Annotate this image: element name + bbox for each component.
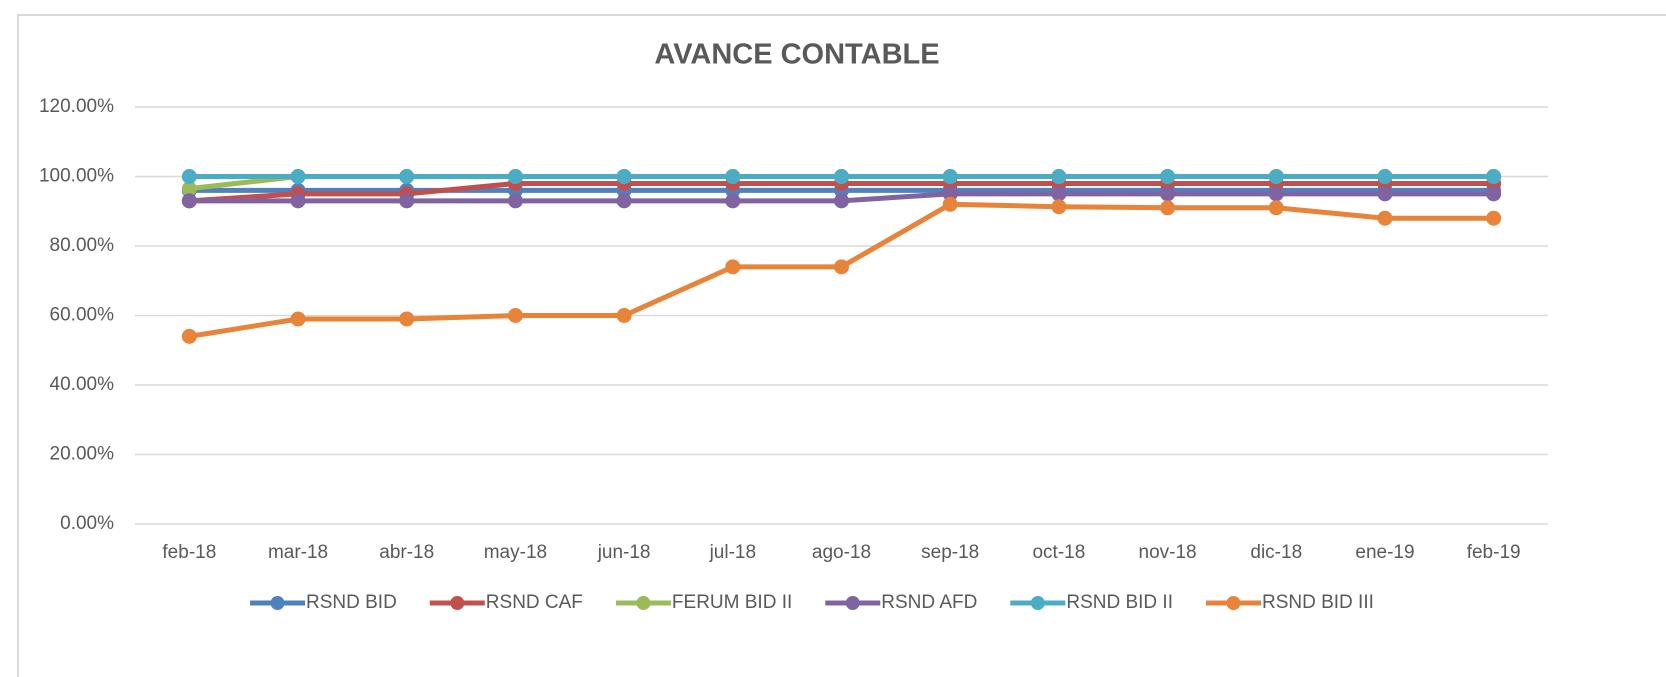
data-point xyxy=(399,169,415,184)
data-point xyxy=(1051,169,1067,184)
chart-title: AVANCE CONTABLE xyxy=(654,39,939,71)
x-tick-label: dic-18 xyxy=(1250,542,1302,563)
data-point xyxy=(616,193,632,209)
data-point xyxy=(1268,169,1284,184)
y-tick-label: 80.00% xyxy=(50,235,115,256)
data-point xyxy=(834,259,849,275)
data-point xyxy=(181,193,197,209)
x-tick-label: oct-18 xyxy=(1032,542,1085,563)
data-point xyxy=(290,311,306,327)
data-point xyxy=(399,193,415,209)
x-tick-label: may-18 xyxy=(484,542,547,563)
data-point xyxy=(725,169,741,184)
legend-label: FERUM BID II xyxy=(672,592,792,613)
data-point xyxy=(725,259,741,275)
legend-marker xyxy=(845,596,860,610)
data-point xyxy=(181,169,197,184)
legend-label: RSND CAF xyxy=(486,592,583,613)
data-point xyxy=(1486,169,1502,184)
data-point xyxy=(1160,169,1176,184)
legend-marker xyxy=(1226,596,1241,610)
legend-label: RSND BID II xyxy=(1066,592,1173,613)
chart-frame xyxy=(17,14,1666,677)
x-tick-label: abr-18 xyxy=(379,542,434,563)
x-tick-label: jul-18 xyxy=(709,542,756,563)
data-point xyxy=(181,181,197,197)
data-point xyxy=(290,193,306,209)
data-point xyxy=(1160,200,1176,216)
data-point xyxy=(942,186,958,202)
x-tick-label: nov-18 xyxy=(1139,542,1197,563)
legend-label: RSND BID xyxy=(306,592,397,613)
data-point xyxy=(616,169,632,184)
legend-marker xyxy=(450,596,465,610)
y-tick-label: 40.00% xyxy=(50,374,115,395)
data-point xyxy=(1160,186,1176,202)
y-tick-label: 100.00% xyxy=(39,166,114,187)
data-point xyxy=(1377,169,1393,184)
data-point xyxy=(1377,186,1393,202)
legend-marker xyxy=(636,596,651,610)
data-point xyxy=(1051,199,1067,215)
y-tick-label: 120.00% xyxy=(39,96,114,117)
data-point xyxy=(1051,186,1067,202)
data-point xyxy=(616,308,632,323)
data-point xyxy=(1377,210,1393,226)
data-point xyxy=(399,311,415,327)
data-point xyxy=(725,193,741,209)
x-tick-label: mar-18 xyxy=(268,542,328,563)
data-point xyxy=(507,193,523,209)
y-tick-label: 0.00% xyxy=(60,513,114,534)
data-point xyxy=(834,193,849,209)
data-point xyxy=(834,169,849,184)
x-tick-label: sep-18 xyxy=(921,542,979,563)
x-tick-label: feb-19 xyxy=(1467,542,1521,563)
legend-marker xyxy=(1030,596,1045,610)
data-point xyxy=(1486,186,1502,202)
legend-marker xyxy=(270,596,285,610)
data-point xyxy=(507,308,523,323)
data-point xyxy=(290,169,306,184)
x-tick-label: ago-18 xyxy=(812,542,871,563)
x-tick-label: jun-18 xyxy=(597,542,651,563)
data-point xyxy=(1268,200,1284,216)
x-tick-label: feb-18 xyxy=(162,542,216,563)
data-point xyxy=(942,196,958,212)
data-point xyxy=(1268,186,1284,202)
y-tick-label: 20.00% xyxy=(50,444,115,465)
data-point xyxy=(1486,210,1502,226)
legend-label: RSND AFD xyxy=(881,592,977,613)
data-point xyxy=(507,169,523,184)
data-point xyxy=(942,169,958,184)
x-tick-label: ene-19 xyxy=(1355,542,1414,563)
y-tick-label: 60.00% xyxy=(50,305,115,326)
data-point xyxy=(181,328,197,344)
legend-label: RSND BID III xyxy=(1262,592,1374,613)
